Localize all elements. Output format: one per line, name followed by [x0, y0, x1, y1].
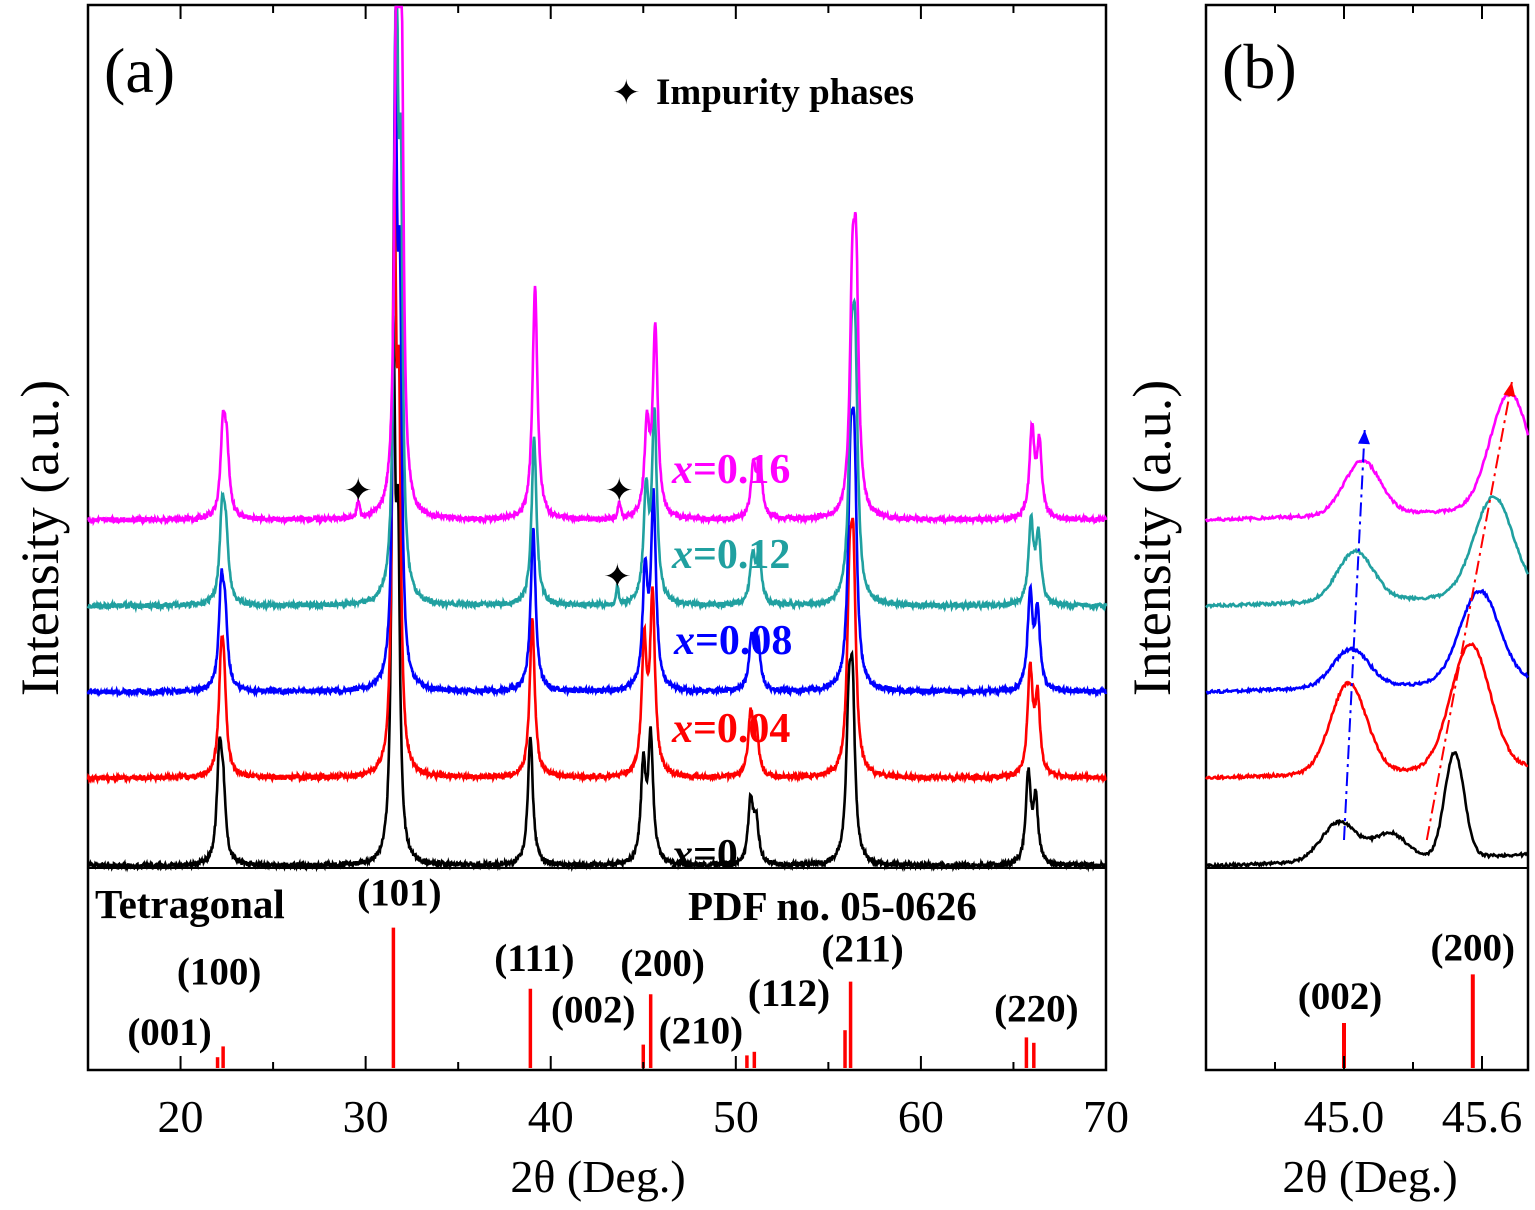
- panel-b-frame: [1204, 3, 1530, 1072]
- panel-a-series: [86, 5, 1108, 873]
- panel-a-impurity-markers: ✦ ✦ ✦: [344, 473, 633, 596]
- panel-b-series: [1204, 389, 1530, 870]
- series-label-prefix: x: [671, 532, 693, 578]
- impurity-marker: ✦: [603, 559, 632, 596]
- series-label-x-0-16: x=0.16: [671, 447, 790, 493]
- series-line-x-0-16: [87, 5, 1108, 527]
- series-label-value: =0.12: [693, 532, 790, 578]
- hkl-label-220: (220): [994, 987, 1078, 1030]
- panel-b-x-axis-title: 2θ (Deg.): [1282, 1151, 1457, 1202]
- impurity-legend-label: Impurity phases: [656, 72, 914, 113]
- x-tick-label-60: 60: [898, 1091, 944, 1142]
- x-tick-label-20: 20: [158, 1091, 204, 1142]
- panel-a-hkl-labels: (001) (100) (101) (111) (002)(200) (210)(112)…: [127, 872, 1078, 1055]
- series-label-x-0: x=0: [671, 832, 738, 878]
- series-line-x-0-12: [86, 5, 1108, 614]
- x-tick-label-b-45: 45.0: [1304, 1091, 1385, 1142]
- hkl-label-111: (111): [494, 937, 574, 980]
- series-label-x-0-12: x=0.12: [671, 532, 790, 578]
- hkl-label-200: (200): [620, 942, 704, 985]
- panel-a-frame: [86, 3, 1108, 1072]
- panel-b: (002) (200) 45.0 45.6 (b) 2θ (Deg.) Intens…: [1122, 3, 1530, 1202]
- series-b-line-x-0-04: [1204, 641, 1529, 782]
- series-label-value: =0.16: [693, 447, 790, 493]
- panel-b-tag: (b): [1222, 31, 1297, 102]
- hkl-label-b-002: (002): [1298, 975, 1382, 1018]
- panel-b-reference-lines: (002) (200): [1298, 926, 1515, 1068]
- hkl-label-211: (211): [821, 928, 903, 971]
- panel-a-reference-lines: [215, 927, 1036, 1068]
- series-line-x-0: [87, 315, 1107, 873]
- series-label-prefix: x: [671, 447, 693, 493]
- shift-guide-002: [1343, 429, 1366, 841]
- series-b-line-x-0-08: [1205, 588, 1529, 696]
- x-tick-label-30: 30: [343, 1091, 389, 1142]
- impurity-marker: ✦: [344, 473, 373, 510]
- x-tick-label-70: 70: [1083, 1091, 1129, 1142]
- x-tick-label-50: 50: [713, 1091, 759, 1142]
- panel-a: 20 30 40 50 60 70 (001)(100)(101)(111)(002)(2…: [10, 3, 1129, 1202]
- hkl-label-b-200: (200): [1431, 926, 1515, 969]
- reference-phase-title: Tetragonal: [95, 881, 285, 927]
- panel-b-shift-guides: [1343, 381, 1516, 841]
- shift-guide-200: [1425, 381, 1513, 841]
- series-line-x-0-08: [86, 28, 1108, 699]
- series-b-line-x-0-16: [1204, 389, 1530, 523]
- panel-a-x-axis-title: 2θ (Deg.): [510, 1151, 685, 1202]
- shift-guide-arrowhead: [1358, 430, 1370, 445]
- series-label-x-0-08: x=0.08: [673, 618, 792, 664]
- hkl-label-210: (210): [659, 1009, 743, 1052]
- series-line-x-0-04: [86, 160, 1107, 785]
- series-label-prefix: x: [671, 706, 693, 752]
- panel-a-tag: (a): [104, 35, 175, 106]
- series-label-value: =0.04: [693, 706, 790, 752]
- series-label-x-0-04: x=0.04: [671, 706, 790, 752]
- reference-card-label: PDF no. 05-0626: [688, 883, 977, 929]
- hkl-label-101: (101): [357, 872, 441, 915]
- series-label-prefix: x: [671, 832, 693, 878]
- hkl-label-002: (002): [551, 989, 635, 1032]
- panel-a-series-labels: x=0x=0.04x=0.08x=0.12x=0.16: [671, 447, 792, 878]
- panel-a-x-ticks: 20 30 40 50 60 70: [87, 5, 1129, 1142]
- impurity-legend-star: ✦: [612, 75, 641, 112]
- series-b-line-x-0: [1205, 751, 1530, 870]
- series-label-prefix: x: [673, 618, 695, 664]
- x-tick-label-40: 40: [528, 1091, 574, 1142]
- hkl-label-100: (100): [177, 950, 261, 993]
- x-tick-label-b-45_6: 45.6: [1442, 1091, 1523, 1142]
- series-label-value: =0: [693, 832, 738, 878]
- series-b-line-x-0-12: [1205, 495, 1530, 610]
- shift-guide-arrowhead: [1503, 382, 1516, 397]
- impurity-marker: ✦: [605, 473, 634, 510]
- series-label-value: =0.08: [695, 618, 792, 664]
- panel-b-y-axis-title: Intensity (a.u.): [1122, 380, 1182, 696]
- panel-b-x-ticks: 45.0 45.6: [1205, 5, 1523, 1142]
- hkl-label-112: (112): [748, 972, 830, 1015]
- panel-a-y-axis-title: Intensity (a.u.): [10, 380, 70, 696]
- hkl-label-001: (001): [127, 1011, 211, 1054]
